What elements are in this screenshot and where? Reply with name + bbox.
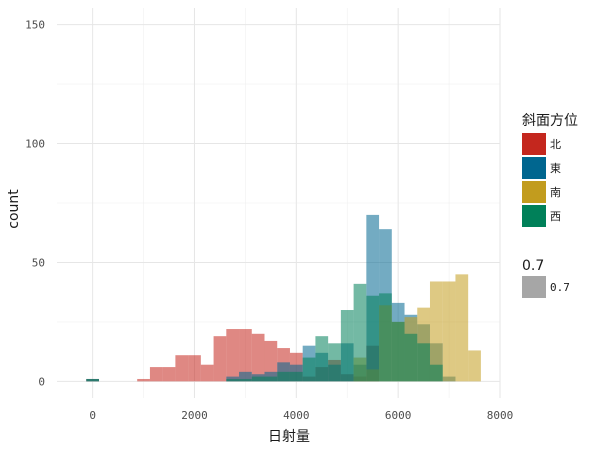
histogram-bars	[86, 214, 481, 382]
histogram-bar	[340, 310, 354, 382]
histogram-bar	[264, 376, 278, 382]
x-tick-label: 8000	[487, 409, 514, 422]
y-tick-label: 150	[25, 19, 45, 32]
histogram-bar	[251, 376, 265, 382]
histogram-bar	[149, 367, 163, 382]
histogram-bar	[429, 281, 443, 382]
histogram-bar	[200, 364, 214, 382]
x-axis-title: 日射量	[268, 429, 310, 445]
legend-key	[522, 157, 546, 179]
histogram-bar	[366, 295, 380, 382]
legend-label: 東	[550, 162, 561, 175]
y-axis-ticks: 0 50 100 150	[25, 19, 45, 389]
x-tick-label: 2000	[181, 409, 208, 422]
histogram-bar	[226, 378, 240, 382]
histogram-bar	[277, 371, 290, 382]
legend-key	[522, 205, 546, 227]
histogram-bar	[239, 378, 252, 382]
legend-label: 西	[550, 210, 561, 223]
histogram-bar	[404, 333, 418, 382]
legend-key	[522, 133, 546, 155]
histogram-bar	[239, 329, 252, 382]
legend-key	[522, 181, 546, 203]
histogram-bar	[417, 343, 430, 382]
histogram-bar	[328, 343, 341, 382]
histogram-bar	[239, 371, 252, 382]
histogram-bar	[264, 340, 278, 382]
y-tick-label: 100	[25, 138, 45, 151]
legend-label: 北	[550, 138, 561, 151]
histogram-bar	[86, 378, 100, 382]
histogram-bar	[468, 350, 481, 382]
histogram-bar	[289, 371, 303, 382]
y-tick-label: 0	[38, 375, 45, 388]
histogram-bar	[379, 293, 392, 382]
histogram-bar	[162, 367, 176, 382]
x-axis-ticks: 0 2000 4000 6000 8000	[89, 409, 513, 422]
legend-label: 南	[550, 186, 561, 199]
histogram-bar	[455, 274, 469, 382]
histogram-bar	[442, 281, 456, 382]
alpha-legend-key	[522, 276, 546, 298]
histogram-bar	[188, 355, 201, 382]
histogram-bar	[251, 333, 265, 382]
x-tick-label: 4000	[283, 409, 310, 422]
x-tick-label: 0	[89, 409, 96, 422]
histogram-bar	[302, 357, 316, 382]
alpha-legend-title: 0.7	[522, 258, 544, 274]
series-3	[86, 283, 443, 382]
histogram-bar	[315, 336, 329, 382]
histogram-bar	[353, 283, 367, 382]
y-tick-label: 50	[32, 256, 45, 269]
x-tick-label: 6000	[385, 409, 412, 422]
histogram-bar	[429, 364, 443, 382]
histogram-bar	[226, 329, 240, 382]
histogram-bar	[391, 321, 405, 382]
y-axis-title: count	[6, 189, 22, 229]
legend-title: 斜面方位	[522, 113, 578, 129]
alpha-legend-label: 0.7	[550, 281, 570, 294]
histogram-bar	[175, 355, 189, 382]
histogram-bar	[137, 378, 150, 382]
histogram-bar	[213, 336, 227, 382]
minor-gridlines	[57, 8, 500, 398]
